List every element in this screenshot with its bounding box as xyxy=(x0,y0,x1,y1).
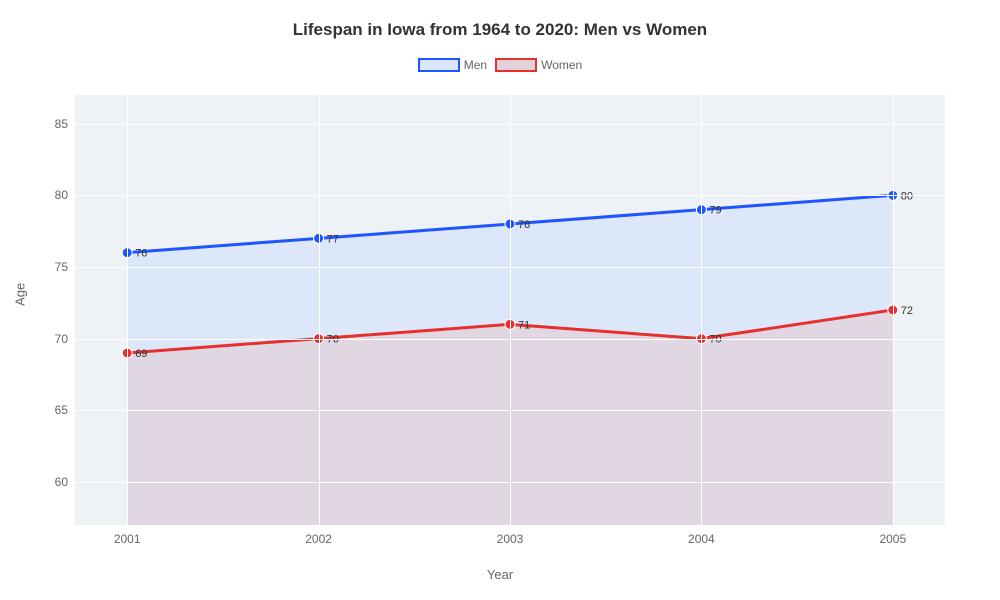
value-label: 69 xyxy=(135,348,147,360)
grid-line-v xyxy=(893,95,894,525)
legend-label-men: Men xyxy=(464,58,487,72)
y-tick-label: 75 xyxy=(55,260,68,274)
legend-swatch-men xyxy=(418,58,460,72)
legend-label-women: Women xyxy=(541,58,582,72)
y-tick-label: 60 xyxy=(55,475,68,489)
y-tick-label: 70 xyxy=(55,332,68,346)
y-axis-label: Age xyxy=(13,283,28,306)
chart-title: Lifespan in Iowa from 1964 to 2020: Men … xyxy=(0,0,1000,40)
legend-swatch-women xyxy=(495,58,537,72)
grid-line-v xyxy=(701,95,702,525)
grid-line-v xyxy=(127,95,128,525)
x-tick-label: 2001 xyxy=(114,532,141,546)
x-tick-label: 2005 xyxy=(879,532,906,546)
value-label: 72 xyxy=(901,305,913,317)
grid-line-v xyxy=(319,95,320,525)
chart-container: Lifespan in Iowa from 1964 to 2020: Men … xyxy=(0,0,1000,600)
value-label: 76 xyxy=(135,248,147,260)
value-label: 77 xyxy=(327,233,339,245)
x-axis-label: Year xyxy=(487,567,513,582)
legend-item-men[interactable]: Men xyxy=(418,58,487,72)
y-tick-label: 85 xyxy=(55,117,68,131)
y-tick-label: 65 xyxy=(55,403,68,417)
value-label: 70 xyxy=(709,334,721,346)
y-tick-label: 80 xyxy=(55,188,68,202)
grid-line-v xyxy=(510,95,511,525)
value-label: 79 xyxy=(709,205,721,217)
plot-area: 76 77 78 79 80 69 70 71 70 72 xyxy=(75,95,945,525)
chart-legend: Men Women xyxy=(0,58,1000,72)
value-label: 71 xyxy=(518,319,530,331)
value-label: 70 xyxy=(327,334,339,346)
value-label: 78 xyxy=(518,219,530,231)
legend-item-women[interactable]: Women xyxy=(495,58,582,72)
x-tick-label: 2002 xyxy=(305,532,332,546)
x-tick-label: 2004 xyxy=(688,532,715,546)
value-label: 80 xyxy=(901,190,913,202)
x-tick-label: 2003 xyxy=(497,532,524,546)
